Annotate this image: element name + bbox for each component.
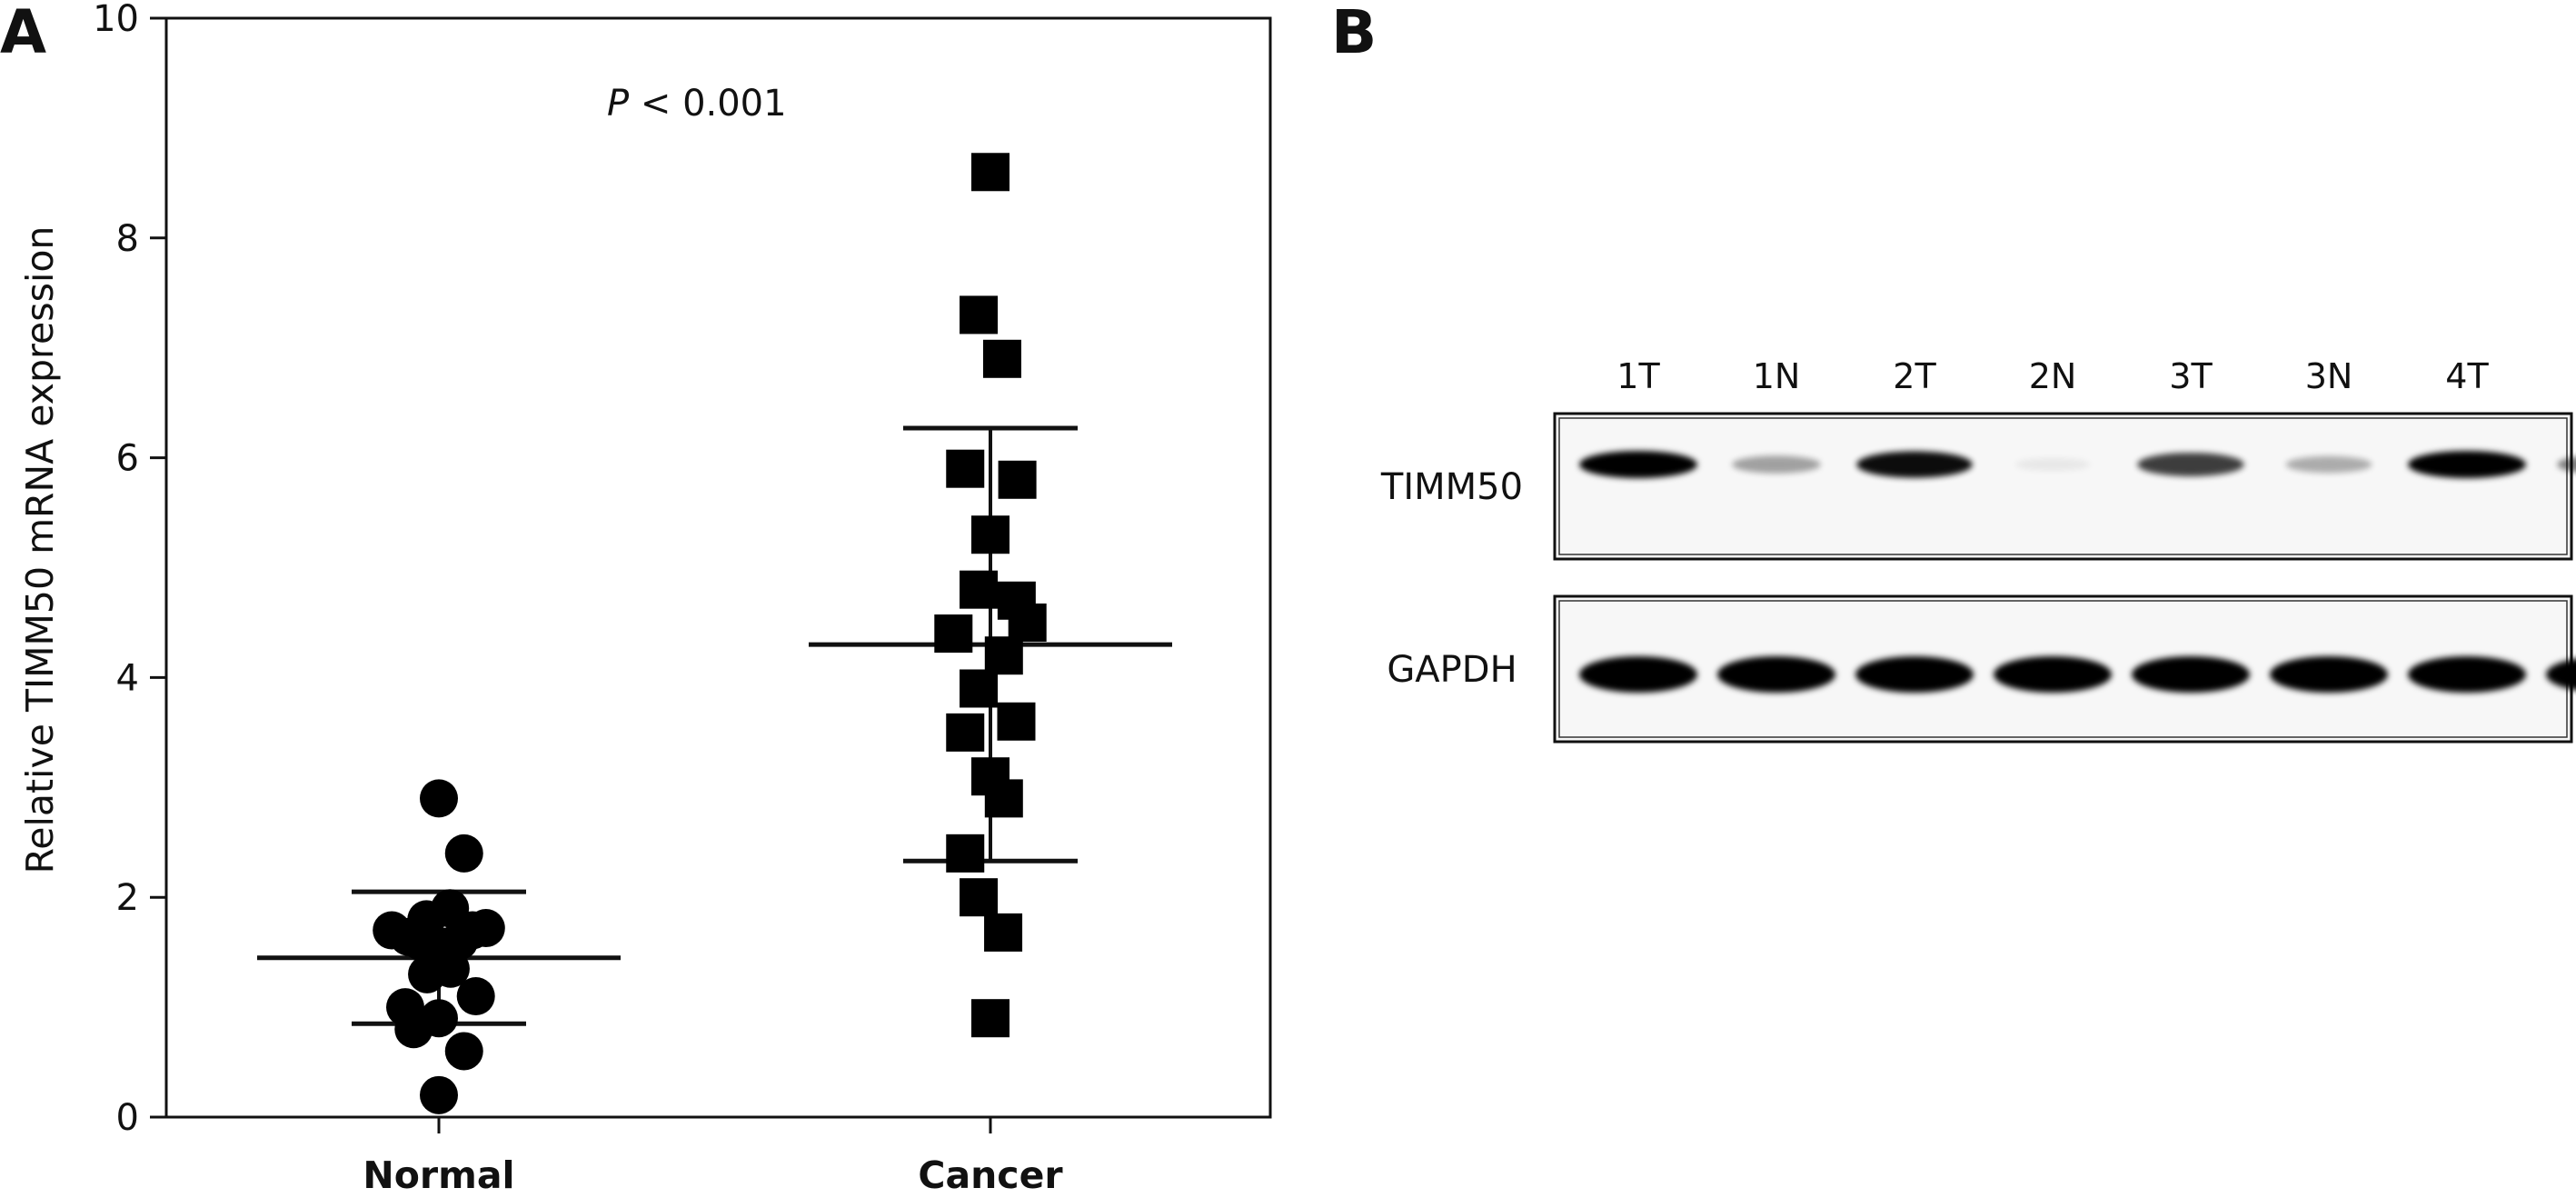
data-point-cancer bbox=[960, 669, 999, 708]
blot-row: TIMM50 bbox=[1380, 412, 2576, 561]
blot-band bbox=[2285, 455, 2372, 474]
data-point-cancer bbox=[1008, 603, 1047, 642]
panel-b-label: B bbox=[1331, 0, 1377, 67]
blot-band bbox=[1856, 451, 1973, 478]
data-point-cancer bbox=[946, 834, 985, 873]
lane-label: 1N bbox=[1753, 356, 1801, 396]
blot-band bbox=[1717, 656, 1835, 693]
data-point-cancer bbox=[946, 449, 985, 488]
data-point-normal bbox=[408, 954, 447, 993]
p-symbol: P bbox=[607, 83, 630, 125]
data-point-cancer bbox=[946, 713, 985, 752]
blot-band bbox=[2014, 457, 2091, 472]
y-tick-label: 10 bbox=[93, 0, 139, 40]
lane-label: 3T bbox=[2169, 356, 2213, 396]
lane-label: 1T bbox=[1616, 356, 1660, 396]
data-point-cancer bbox=[934, 614, 973, 654]
p-threshold: < 0.001 bbox=[629, 83, 786, 125]
blot-band bbox=[1855, 656, 1974, 693]
blot-band bbox=[2557, 456, 2576, 473]
x-category-label: Normal bbox=[363, 1153, 514, 1197]
blot-band bbox=[2137, 453, 2244, 476]
protein-label: TIMM50 bbox=[1380, 466, 1523, 508]
plot-frame bbox=[164, 16, 1272, 1119]
data-point-normal bbox=[456, 977, 495, 1016]
data-point-cancer bbox=[960, 570, 999, 609]
protein-label: GAPDH bbox=[1387, 649, 1517, 691]
blot-band bbox=[2132, 656, 2250, 693]
x-category-label: Cancer bbox=[918, 1153, 1063, 1197]
y-axis-title: Relative TIMM50 mRNA expression bbox=[18, 226, 62, 874]
lane-labels: 1T1N2T2N3T3N4T4N bbox=[1616, 356, 2489, 396]
data-point-cancer bbox=[997, 702, 1036, 741]
data-point-cancer bbox=[960, 295, 999, 334]
lane-label: 3N bbox=[2305, 356, 2353, 396]
plot-border bbox=[164, 16, 1272, 1119]
data-point-cancer bbox=[971, 153, 1010, 192]
lane-label: 2N bbox=[2029, 356, 2077, 396]
data-point-cancer bbox=[984, 779, 1023, 818]
data-point-cancer bbox=[960, 878, 999, 917]
blot-band bbox=[1732, 455, 1821, 474]
blot-inner-border bbox=[1558, 417, 2568, 555]
blot-band bbox=[1994, 656, 2112, 693]
y-tick-label: 4 bbox=[116, 657, 139, 699]
data-point-normal bbox=[444, 834, 483, 873]
y-tick-label: 8 bbox=[116, 218, 139, 260]
blot-band bbox=[2408, 656, 2526, 693]
data-point-cancer bbox=[982, 339, 1021, 378]
blot-band bbox=[1579, 451, 1697, 478]
blot-band bbox=[2408, 451, 2526, 478]
blot-band bbox=[2270, 656, 2388, 693]
scatter-chart: 0 2 4 6 8 10 Normal Cancer Relative TIMM50 mRN… bbox=[18, 0, 1272, 1197]
y-axis-ticks: 0 2 4 6 8 10 bbox=[93, 0, 166, 1139]
data-point-cancer bbox=[984, 636, 1023, 675]
y-tick-label: 2 bbox=[116, 877, 139, 919]
data-point-cancer bbox=[998, 460, 1037, 499]
data-point-cancer bbox=[984, 913, 1023, 952]
lane-label: 2T bbox=[1893, 356, 1936, 396]
data-point-normal bbox=[444, 1032, 483, 1071]
data-points bbox=[373, 153, 1047, 1114]
blot-rows: TIMM50 GAPDH bbox=[1380, 412, 2576, 744]
blot-band bbox=[2546, 658, 2576, 691]
data-point-normal bbox=[420, 1075, 458, 1114]
y-tick-label: 6 bbox=[116, 438, 139, 480]
blot-row: GAPDH bbox=[1387, 594, 2576, 744]
data-point-cancer bbox=[971, 999, 1010, 1038]
lane-label: 4T bbox=[2445, 356, 2489, 396]
panel-a-label: A bbox=[0, 0, 46, 67]
blot-band bbox=[1579, 656, 1697, 693]
p-value-annotation: P < 0.001 bbox=[607, 83, 787, 125]
y-tick-label: 0 bbox=[116, 1097, 139, 1139]
data-point-normal bbox=[394, 1010, 433, 1049]
data-point-cancer bbox=[971, 515, 1010, 554]
x-axis-ticks: Normal Cancer bbox=[363, 1117, 1063, 1197]
data-point-normal bbox=[420, 779, 458, 818]
blot-membrane bbox=[1553, 412, 2573, 561]
